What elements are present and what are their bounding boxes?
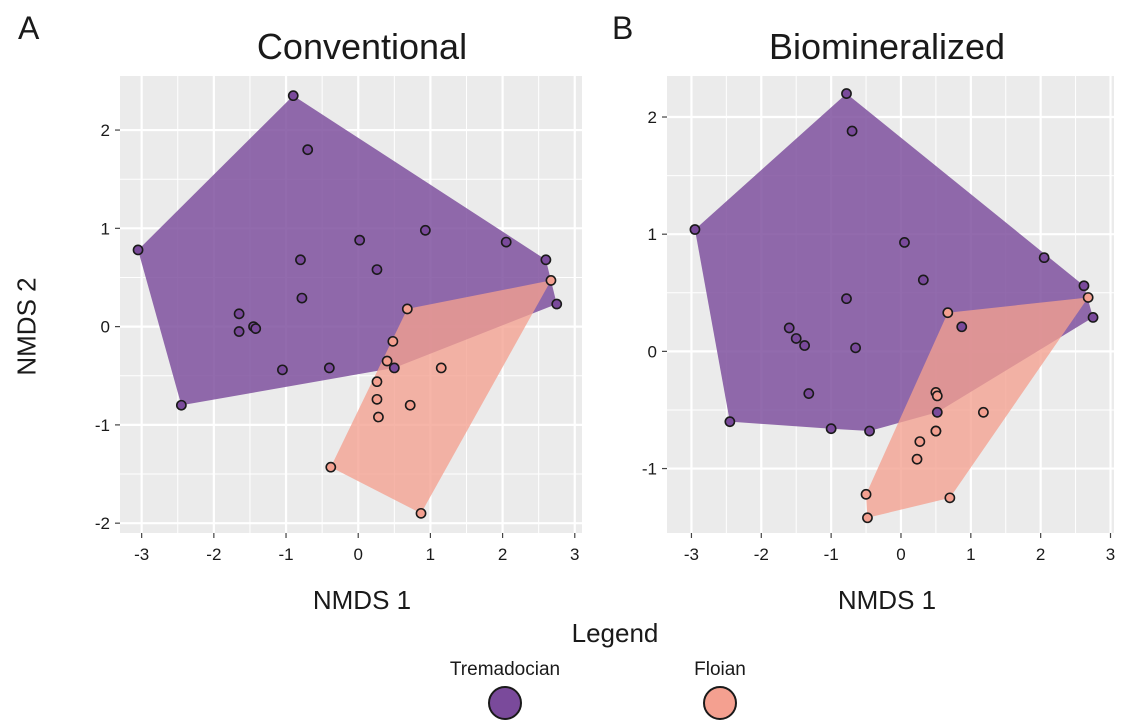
panel-a-point-tremadocian [287, 90, 299, 102]
legend-title: Legend [571, 618, 659, 648]
panel-b-x-tick-label: 2 [1036, 545, 1045, 564]
panel-a-point-tremadocian [540, 254, 552, 266]
panel-a-x-tick-label: 0 [353, 545, 362, 564]
panel-b-point-floian [862, 512, 873, 524]
panel-a-plot: -3 -2 -1 0 1 2 3 -2 -1 0 1 2 [95, 76, 582, 564]
panel-a-point-tremadocian [354, 234, 366, 246]
panel-a-x-tick-label: 1 [426, 545, 435, 564]
panel-a-point-tremadocian [175, 399, 187, 411]
panel-a-point-tremadocian [388, 362, 400, 374]
panel-a-x-tick-label: -3 [134, 545, 149, 564]
panel-b-point-tremadocian [1078, 280, 1090, 292]
panel-b-y-tick-label: 2 [648, 108, 657, 127]
panel-b-x-tick-label: 3 [1106, 545, 1115, 564]
panel-b-y-tick-label: 1 [648, 225, 657, 244]
panel-b-point-floian [931, 390, 943, 402]
panel-a-point-tremadocian [371, 264, 383, 276]
panel-a-point-floian [387, 335, 399, 347]
panel-b-point-floian [1082, 292, 1094, 303]
panel-a-point-tremadocian [277, 364, 288, 376]
panel-b-point-tremadocian [850, 342, 861, 354]
panel-b-hull-floian [866, 297, 1089, 518]
panel-a-point-floian [435, 362, 447, 374]
panel-b-point-floian [860, 488, 872, 500]
panel-a-y-tick-label: 0 [101, 318, 110, 337]
panel-b-point-tremadocian [899, 236, 910, 248]
panel-b-point-tremadocian [1087, 311, 1099, 323]
panel-a-point-tremadocian [132, 244, 144, 256]
panel-b-title: Biomineralized [768, 26, 1006, 67]
panel-b-point-floian [911, 453, 923, 465]
panel-a-point-tremadocian [500, 236, 512, 248]
panel-a-point-tremadocian [233, 326, 245, 337]
panel-a-point-tremadocian [233, 308, 245, 320]
panel-b-point-floian [930, 425, 942, 437]
panel-a-title: Conventional [256, 26, 468, 67]
panel-a-point-tremadocian [296, 292, 308, 304]
panel-a-point-floian [401, 303, 413, 315]
panel-b-point-tremadocian [956, 321, 968, 333]
panel-a-point-floian [404, 399, 416, 411]
panel-a-x-tick-label: -1 [278, 545, 293, 564]
panel-a-hull-floian [330, 280, 551, 514]
panel-b-point-tremadocian [724, 416, 736, 428]
panel-a-y-tick-label: 2 [101, 121, 110, 140]
panel-b-point-tremadocian [864, 425, 875, 437]
panel-b-point-floian [944, 492, 956, 504]
panel-b-plot: -3 -2 -1 0 1 2 3 -1 0 1 2 [642, 76, 1115, 564]
panel-a-x-tick-label: 3 [570, 545, 579, 564]
panel-b-letter: B [612, 10, 634, 46]
panel-a-point-tremadocian [323, 362, 335, 374]
legend-label-tremadocian: Tremadocian [449, 659, 561, 680]
panel-b-y-tick-label: 0 [648, 342, 657, 361]
panel-b-point-floian [914, 436, 926, 447]
panel-a-x-axis-label: NMDS 1 [312, 585, 412, 615]
panel-b-point-tremadocian [846, 125, 858, 137]
panel-b-point-tremadocian [931, 406, 943, 418]
panel-a-point-floian [381, 355, 393, 367]
panel-b-point-tremadocian [1038, 252, 1050, 264]
panel-b-point-floian [942, 307, 954, 319]
panel-a-point-floian [545, 275, 557, 286]
panel-a-point-floian [371, 393, 383, 405]
panel-a-point-tremadocian [419, 224, 431, 236]
panel-b-point-tremadocian [841, 88, 852, 99]
panel-b-y-tick-label: -1 [642, 460, 657, 479]
panel-b-point-tremadocian [790, 333, 802, 344]
panel-b-point-tremadocian [825, 423, 837, 435]
panel-b-point-floian [977, 406, 989, 418]
panel-b-point-tremadocian [689, 224, 701, 235]
panel-b-x-axis-label: NMDS 1 [837, 585, 937, 615]
panel-b-x-tick-label: -2 [754, 545, 769, 564]
panel-a-point-floian [325, 461, 337, 473]
panel-a-letter: A [18, 10, 40, 46]
panel-a-point-floian [371, 376, 383, 388]
panel-a-point-tremadocian [295, 254, 306, 266]
panel-a-point-tremadocian [551, 298, 563, 310]
panel-a-y-tick-label: -1 [95, 416, 110, 435]
panel-a-y-tick-label: 1 [101, 219, 110, 238]
panel-b-x-tick-label: 0 [896, 545, 905, 564]
panel-b-point-tremadocian [783, 322, 795, 334]
panel-a-point-floian [415, 507, 427, 519]
panel-a-point-floian [373, 411, 384, 423]
panel-b-point-tremadocian [803, 388, 815, 399]
panel-a-point-tremadocian [250, 323, 262, 334]
panel-a-x-tick-label: -2 [206, 545, 221, 564]
legend-swatch-tremadocian [488, 686, 522, 720]
legend-label-floian: Floian [694, 659, 746, 680]
panel-b-point-tremadocian [841, 293, 852, 305]
panel-b-x-tick-label: -3 [684, 545, 699, 564]
panel-b-x-tick-label: -1 [824, 545, 839, 564]
panel-b-point-tremadocian [917, 274, 929, 286]
panel-a-y-tick-label: -2 [95, 514, 110, 533]
panel-a-point-tremadocian [302, 144, 314, 156]
legend-swatch-floian [703, 686, 737, 720]
panel-a-x-tick-label: 2 [498, 545, 507, 564]
panel-b-point-tremadocian [799, 340, 810, 351]
panel-b-x-tick-label: 1 [966, 545, 975, 564]
